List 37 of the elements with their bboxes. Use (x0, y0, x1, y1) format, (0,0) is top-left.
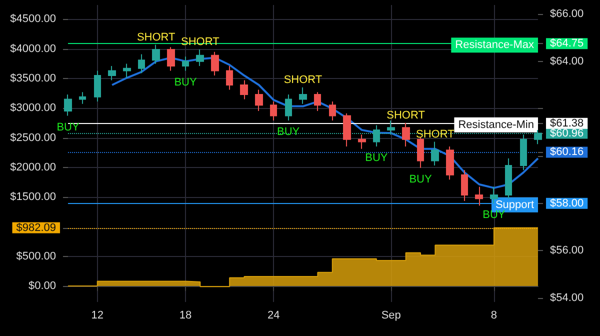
y2-tick-label: $3000.00 (10, 102, 56, 114)
x-tick-label: 12 (91, 310, 104, 322)
y-tick-label: $58.00 (550, 197, 584, 210)
y-tick-label: $56.00 (550, 244, 584, 257)
annotation: SHORT (136, 31, 176, 44)
y-tick-label: $66.00 (550, 8, 584, 20)
y2-tick-label: $982.09 (16, 222, 56, 234)
y2-tick-label: $1500.00 (10, 191, 56, 204)
y2-tick-label: $0.00 (28, 280, 56, 292)
annotation: BUY (482, 208, 506, 221)
y-tick-label: $64.00 (550, 55, 584, 68)
x-tick-label: 24 (268, 310, 280, 322)
y-tick-label: $64.75 (550, 38, 584, 50)
y2-tick-label: $4000.00 (10, 42, 56, 55)
y2-tick-label: $3500.00 (10, 72, 56, 85)
y2-tick-label: $2000.00 (10, 161, 56, 174)
x-tick-label: Sep (381, 310, 401, 322)
y-tick-label: $61.38 (550, 117, 584, 130)
y2-tick-label: $4500.00 (10, 13, 56, 26)
y-tick-label: $54.00 (550, 292, 584, 304)
annotation: BUY (277, 126, 300, 138)
annotation: SHORT (416, 128, 455, 140)
ref-line-label: Support (495, 198, 534, 211)
y2-tick-label: $500.00 (16, 250, 56, 262)
y-tick-label: $60.96 (550, 127, 584, 140)
annotation: SHORT (284, 74, 322, 86)
annotation: BUY (409, 173, 432, 186)
annotation: BUY (56, 121, 80, 134)
x-tick-label: 8 (490, 310, 497, 322)
annotation: BUY (174, 76, 198, 88)
x-tick-label: 18 (179, 310, 192, 322)
annotation: SHORT (386, 109, 426, 122)
annotation: BUY (365, 152, 388, 164)
y2-tick-label: $2500.00 (10, 132, 56, 144)
y-tick-label: $60.16 (550, 146, 584, 158)
ref-line-label: Resistance-Min (458, 118, 534, 131)
ref-line-label: Resistance-Max (455, 39, 534, 52)
